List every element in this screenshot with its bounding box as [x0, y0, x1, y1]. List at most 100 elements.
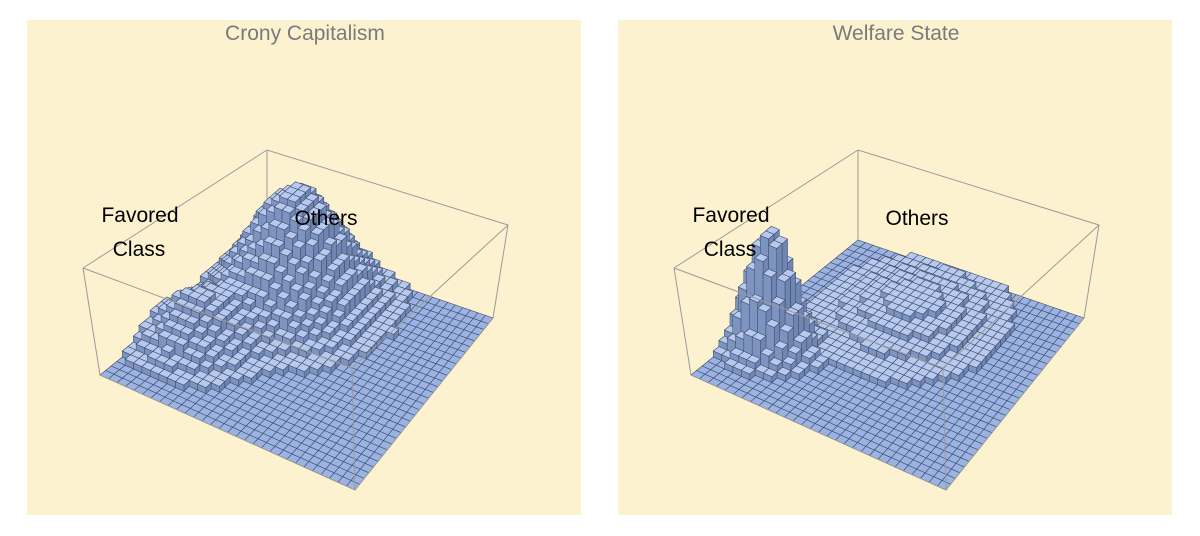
cell-top — [300, 318, 315, 327]
cell-top — [781, 355, 797, 366]
cell-top — [305, 306, 320, 316]
cell-top — [770, 296, 786, 306]
label-others: Others — [885, 207, 948, 230]
cell-top — [938, 320, 953, 330]
cell-top — [260, 272, 275, 282]
cell-top — [289, 282, 304, 292]
cell-top — [302, 211, 317, 221]
cell-top — [199, 359, 214, 369]
cell-top — [358, 344, 372, 354]
cell-top — [297, 222, 312, 232]
cell-top — [911, 372, 926, 383]
cell-top — [342, 332, 357, 342]
cell-top — [252, 320, 268, 330]
cell-top — [325, 262, 340, 272]
cell-top — [298, 343, 313, 353]
cell-top — [759, 347, 775, 357]
cell-top — [242, 369, 258, 379]
cell-top — [281, 204, 296, 214]
cell-top — [255, 289, 270, 299]
cell-top — [265, 318, 281, 328]
cell-top — [901, 307, 916, 317]
cell-top — [297, 291, 312, 301]
cell-top — [263, 343, 278, 353]
cell-top — [762, 367, 778, 378]
cell-top — [261, 363, 276, 373]
cell-top — [949, 338, 963, 348]
cell-top — [740, 365, 756, 375]
cell-top — [195, 294, 211, 303]
cell-top — [244, 310, 259, 320]
cell-top — [295, 329, 310, 339]
cell-top — [223, 342, 238, 352]
cell-top — [324, 339, 339, 349]
cell-top — [322, 359, 337, 369]
cell-top — [331, 308, 346, 318]
cell-top — [762, 268, 778, 278]
cell-top — [276, 221, 291, 231]
cell-top — [323, 236, 338, 246]
cell-top — [773, 340, 789, 350]
cell-top — [281, 273, 296, 283]
cell-top — [204, 348, 220, 358]
cell-top — [225, 317, 241, 327]
cell-top — [321, 325, 336, 335]
cell-top — [787, 345, 803, 355]
cell-top — [918, 347, 933, 357]
cell-top — [278, 247, 294, 257]
cell-top — [765, 318, 781, 328]
cell-top — [204, 303, 219, 313]
cell-top — [800, 349, 816, 359]
cell-top — [768, 357, 784, 367]
cell-top — [212, 358, 228, 368]
cell-top — [291, 239, 307, 249]
cell-top — [284, 299, 299, 309]
cell-top — [282, 330, 297, 340]
label-class: Class — [704, 238, 757, 261]
cell-top — [185, 360, 201, 370]
cell-top — [190, 304, 206, 314]
cell-top — [898, 374, 913, 385]
cell-top — [305, 237, 320, 247]
cell-top — [308, 327, 323, 337]
cell-top — [924, 370, 939, 381]
cell-top — [315, 284, 330, 294]
cell-top — [757, 303, 772, 313]
cell-top — [311, 341, 326, 351]
cell-top — [257, 309, 273, 319]
panel: Welfare State Favored Class Others — [618, 20, 1172, 515]
cell-top — [340, 351, 355, 361]
cell-top — [310, 295, 325, 305]
cell-top — [289, 213, 304, 223]
cell-top — [163, 358, 179, 368]
cell-top — [212, 312, 227, 322]
panel-title: Welfare State — [833, 22, 960, 45]
cell-top — [226, 356, 241, 366]
cell-top — [210, 377, 226, 387]
panel-title: Crony Capitalism — [225, 22, 385, 45]
cell-top — [767, 240, 783, 249]
cell-top — [751, 331, 767, 341]
cell-top — [294, 265, 309, 275]
cell-top — [299, 254, 314, 264]
cell-top — [242, 336, 257, 346]
cell-top — [320, 273, 335, 283]
label-favored: Favored — [692, 204, 769, 227]
cell-top — [292, 308, 307, 318]
cell-top — [968, 358, 982, 369]
cell-top — [897, 346, 912, 356]
cell-top — [746, 354, 762, 364]
cell-top — [333, 277, 348, 287]
cell-top — [779, 323, 794, 333]
cell-top — [185, 315, 200, 325]
cell-top — [229, 371, 244, 381]
cell-top — [284, 230, 299, 240]
cell-top — [875, 345, 891, 355]
cell-top — [899, 327, 914, 337]
cell-top — [296, 362, 311, 373]
label-others: Others — [294, 207, 357, 230]
cell-top — [809, 359, 824, 369]
cell-top — [754, 253, 770, 263]
cell-top — [160, 343, 176, 353]
